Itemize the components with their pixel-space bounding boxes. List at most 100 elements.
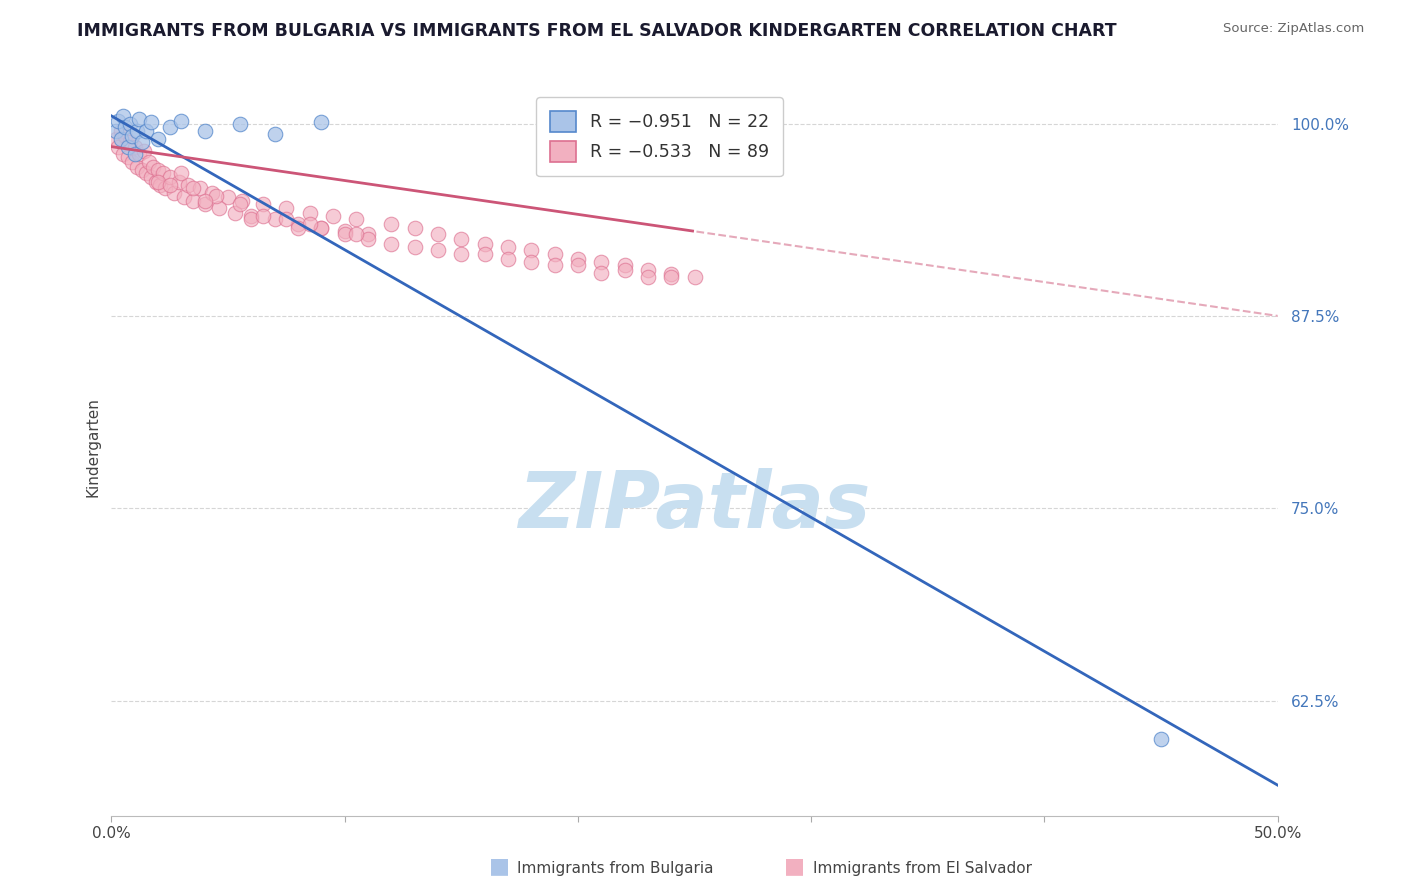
- Point: [135, 124, 157, 138]
- Point: [543, 258, 565, 272]
- Text: Source: ZipAtlas.com: Source: ZipAtlas.com: [1223, 22, 1364, 36]
- Text: Immigrants from Bulgaria: Immigrants from Bulgaria: [517, 861, 714, 876]
- Point: [163, 186, 186, 200]
- Point: [637, 270, 659, 285]
- Point: [426, 243, 449, 257]
- Point: [146, 132, 169, 146]
- Point: [105, 124, 128, 138]
- Point: [173, 190, 195, 204]
- Point: [357, 227, 380, 242]
- Point: [128, 112, 150, 126]
- Point: [201, 186, 224, 200]
- Point: [139, 115, 162, 129]
- Text: Immigrants from El Salvador: Immigrants from El Salvador: [813, 861, 1032, 876]
- Point: [124, 147, 146, 161]
- Point: [333, 227, 356, 242]
- Text: ZIPatlas: ZIPatlas: [519, 467, 870, 544]
- Point: [152, 166, 174, 180]
- Point: [659, 270, 682, 285]
- Point: [224, 206, 246, 220]
- Point: [450, 232, 472, 246]
- Point: [159, 178, 181, 193]
- Point: [170, 113, 193, 128]
- Point: [146, 162, 169, 177]
- Point: [128, 147, 150, 161]
- Point: [591, 255, 613, 269]
- Text: ■: ■: [785, 856, 804, 876]
- Point: [567, 252, 589, 266]
- Point: [110, 132, 132, 146]
- Point: [357, 232, 380, 246]
- Point: [114, 128, 136, 143]
- Point: [159, 170, 181, 185]
- Point: [153, 181, 176, 195]
- Point: [543, 247, 565, 261]
- Point: [683, 270, 706, 285]
- Point: [231, 194, 253, 208]
- Point: [125, 124, 148, 138]
- Y-axis label: Kindergarten: Kindergarten: [86, 397, 100, 497]
- Point: [637, 262, 659, 277]
- Point: [105, 132, 128, 146]
- Point: [344, 227, 367, 242]
- Point: [333, 224, 356, 238]
- Point: [263, 128, 285, 142]
- Point: [404, 221, 426, 235]
- Point: [181, 194, 204, 208]
- Point: [380, 236, 402, 251]
- Point: [107, 139, 129, 153]
- Point: [167, 175, 190, 189]
- Point: [149, 178, 172, 193]
- Point: [311, 221, 333, 235]
- Point: [311, 115, 333, 129]
- Point: [117, 151, 139, 165]
- Point: [474, 236, 496, 251]
- Point: [659, 268, 682, 282]
- Point: [142, 160, 165, 174]
- Point: [287, 217, 309, 231]
- Point: [613, 258, 636, 272]
- Point: [263, 211, 285, 226]
- Point: [426, 227, 449, 242]
- Point: [240, 209, 263, 223]
- Point: [344, 211, 367, 226]
- Text: ■: ■: [489, 856, 509, 876]
- Point: [139, 170, 162, 185]
- Point: [404, 240, 426, 254]
- Point: [194, 124, 217, 138]
- Point: [1150, 731, 1173, 746]
- Point: [177, 178, 200, 193]
- Point: [159, 120, 181, 134]
- Point: [276, 211, 298, 226]
- Point: [124, 139, 146, 153]
- Point: [131, 135, 153, 149]
- Point: [112, 147, 135, 161]
- Point: [135, 166, 157, 180]
- Point: [567, 258, 589, 272]
- Point: [591, 266, 613, 280]
- Point: [120, 135, 142, 149]
- Point: [194, 196, 217, 211]
- Point: [276, 201, 298, 215]
- Point: [121, 128, 143, 143]
- Point: [132, 145, 155, 159]
- Point: [496, 240, 519, 254]
- Point: [287, 221, 309, 235]
- Point: [240, 211, 263, 226]
- Point: [112, 109, 135, 123]
- Text: IMMIGRANTS FROM BULGARIA VS IMMIGRANTS FROM EL SALVADOR KINDERGARTEN CORRELATION: IMMIGRANTS FROM BULGARIA VS IMMIGRANTS F…: [77, 22, 1116, 40]
- Point: [120, 117, 142, 131]
- Point: [107, 113, 129, 128]
- Point: [125, 160, 148, 174]
- Point: [322, 209, 344, 223]
- Point: [474, 247, 496, 261]
- Point: [114, 120, 136, 134]
- Point: [496, 252, 519, 266]
- Point: [131, 162, 153, 177]
- Point: [298, 217, 321, 231]
- Point: [181, 181, 204, 195]
- Point: [380, 217, 402, 231]
- Point: [311, 221, 333, 235]
- Point: [110, 124, 132, 138]
- Point: [613, 262, 636, 277]
